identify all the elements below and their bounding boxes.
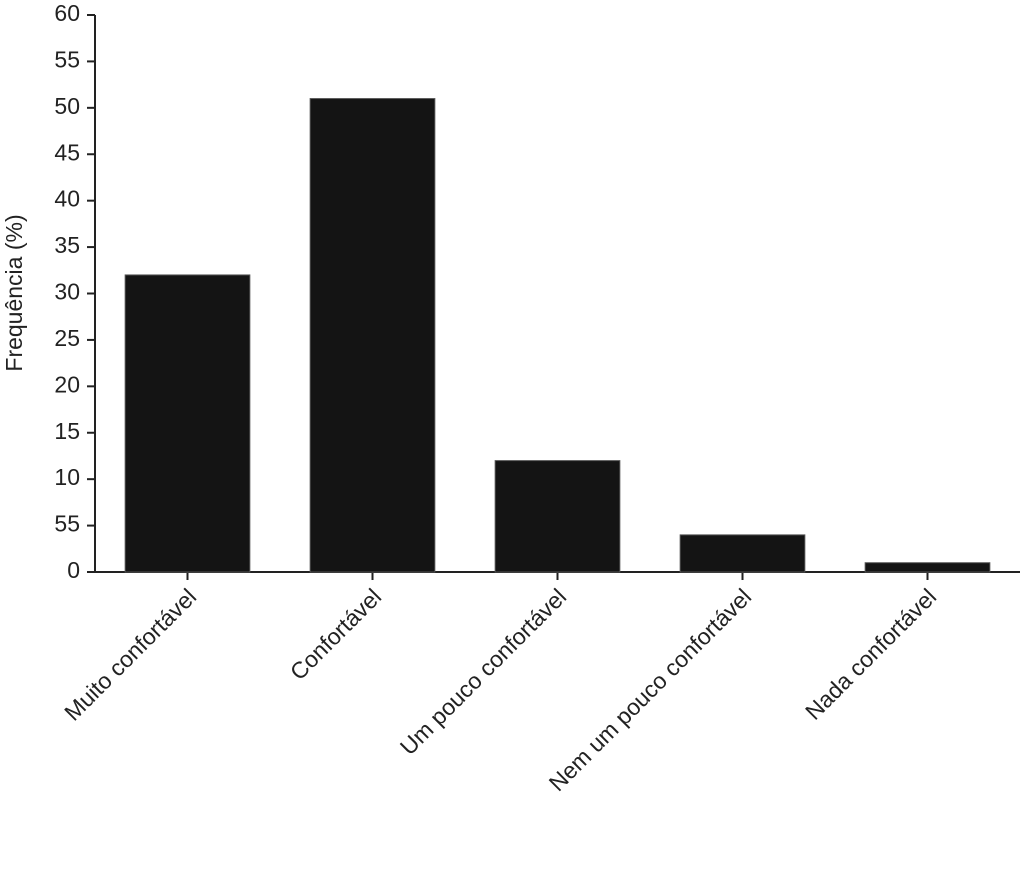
bar [679, 534, 806, 573]
y-tick-label: 30 [54, 279, 80, 305]
y-axis-label: Frequência (%) [1, 214, 27, 371]
bar [309, 98, 436, 573]
bar [494, 460, 621, 573]
y-tick-label: 0 [67, 557, 80, 583]
y-tick-label: 20 [54, 371, 80, 397]
y-tick-label: 50 [54, 93, 80, 119]
y-tick-label: 35 [54, 232, 80, 258]
bar [864, 562, 991, 573]
x-tick-label: Um pouco confortável [395, 583, 572, 760]
x-tick-label: Nem um pouco confortável [544, 583, 757, 796]
y-tick-label: 15 [54, 418, 80, 444]
y-tick-label: 55 [54, 511, 80, 537]
y-tick-label: 25 [54, 325, 80, 351]
y-tick-label: 45 [54, 139, 80, 165]
y-tick-label: 60 [54, 0, 80, 26]
y-tick-label: 10 [54, 464, 80, 490]
y-tick-label: 55 [54, 46, 80, 72]
x-tick-label: Confortável [285, 583, 387, 685]
x-tick-label: Muito confortável [59, 583, 201, 725]
bar [124, 274, 251, 573]
x-tick-label: Nada confortável [800, 583, 941, 724]
y-tick-label: 40 [54, 186, 80, 212]
